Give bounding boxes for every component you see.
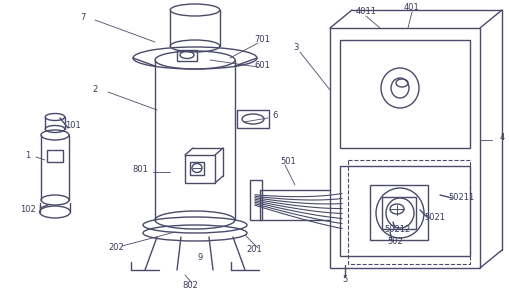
Bar — [185, 155, 215, 183]
Bar — [237, 110, 268, 128]
Bar — [381, 197, 415, 229]
Text: 501: 501 — [279, 157, 295, 167]
Text: 4011: 4011 — [355, 7, 376, 17]
Text: 2: 2 — [92, 86, 97, 94]
Text: 7: 7 — [80, 13, 85, 23]
Text: 4: 4 — [499, 133, 504, 143]
Bar — [190, 162, 204, 175]
Text: 3: 3 — [293, 43, 298, 53]
Text: 50211: 50211 — [448, 194, 474, 203]
Text: 6: 6 — [272, 110, 277, 119]
Text: 802: 802 — [182, 280, 197, 290]
Bar — [347, 160, 469, 264]
Text: 5: 5 — [342, 276, 347, 285]
Text: 1: 1 — [25, 151, 31, 159]
Text: 601: 601 — [253, 61, 269, 69]
Text: 102: 102 — [20, 206, 36, 214]
Bar — [329, 28, 479, 268]
Text: 201: 201 — [246, 246, 262, 255]
Bar — [177, 50, 196, 61]
Text: 101: 101 — [65, 121, 81, 129]
Text: 202: 202 — [108, 244, 124, 252]
Bar — [369, 185, 427, 240]
Text: 9: 9 — [197, 254, 202, 263]
Text: 50212: 50212 — [384, 225, 410, 235]
Text: 401: 401 — [403, 4, 419, 12]
Text: 801: 801 — [132, 165, 148, 175]
Bar — [47, 150, 63, 162]
Text: 502: 502 — [386, 238, 402, 247]
Bar — [249, 180, 262, 220]
Bar — [340, 40, 469, 148]
Text: 701: 701 — [253, 36, 269, 45]
Bar — [340, 166, 469, 256]
Text: 5021: 5021 — [423, 214, 445, 222]
